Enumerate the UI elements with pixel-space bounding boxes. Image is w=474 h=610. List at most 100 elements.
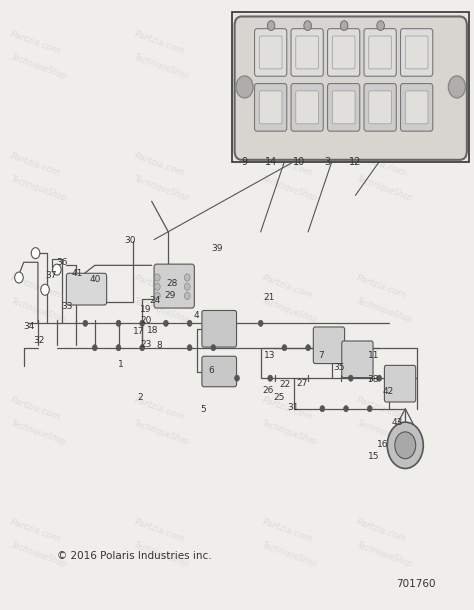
Circle shape — [92, 345, 97, 351]
Circle shape — [236, 76, 253, 98]
Circle shape — [31, 248, 40, 259]
Text: 33: 33 — [62, 302, 73, 310]
Circle shape — [116, 320, 121, 326]
Text: 23: 23 — [140, 340, 152, 349]
FancyBboxPatch shape — [328, 29, 360, 76]
FancyBboxPatch shape — [384, 365, 416, 402]
Circle shape — [348, 375, 353, 381]
Text: TechniqueShop: TechniqueShop — [9, 297, 67, 325]
Text: 701760: 701760 — [397, 580, 436, 589]
Text: 39: 39 — [211, 245, 223, 253]
FancyBboxPatch shape — [259, 91, 282, 124]
Circle shape — [377, 21, 384, 30]
Text: 19: 19 — [140, 306, 152, 314]
Circle shape — [377, 375, 382, 381]
Text: 1: 1 — [118, 361, 124, 369]
FancyBboxPatch shape — [291, 29, 323, 76]
FancyBboxPatch shape — [328, 84, 360, 131]
Circle shape — [15, 272, 23, 283]
FancyBboxPatch shape — [401, 84, 433, 131]
Text: 16: 16 — [377, 440, 389, 448]
Text: 36: 36 — [56, 258, 67, 267]
Circle shape — [306, 345, 310, 351]
Circle shape — [164, 320, 168, 326]
Text: Partzia.com: Partzia.com — [356, 29, 409, 56]
Circle shape — [184, 274, 190, 281]
Text: TechniqueShop: TechniqueShop — [9, 541, 67, 569]
Text: 25: 25 — [273, 393, 284, 402]
Text: Partzia.com: Partzia.com — [261, 273, 314, 300]
Bar — [232, 12, 469, 162]
FancyBboxPatch shape — [255, 29, 287, 76]
Circle shape — [395, 432, 416, 459]
Text: TechniqueShop: TechniqueShop — [356, 419, 413, 447]
Text: 30: 30 — [125, 237, 136, 245]
Text: 15: 15 — [368, 452, 379, 461]
Text: 13: 13 — [264, 351, 275, 359]
Text: Partzia.com: Partzia.com — [9, 517, 63, 544]
Text: Partzia.com: Partzia.com — [133, 395, 186, 422]
Text: 17: 17 — [133, 328, 144, 336]
Text: 8: 8 — [156, 342, 162, 350]
Circle shape — [367, 406, 372, 412]
Text: TechniqueShop: TechniqueShop — [356, 175, 413, 203]
FancyBboxPatch shape — [66, 273, 107, 305]
FancyBboxPatch shape — [296, 91, 319, 124]
Text: TechniqueShop: TechniqueShop — [9, 419, 67, 447]
Text: TechniqueShop: TechniqueShop — [133, 53, 191, 81]
FancyBboxPatch shape — [342, 341, 373, 378]
Text: TechniqueShop: TechniqueShop — [9, 175, 67, 203]
Text: Partzia.com: Partzia.com — [261, 29, 314, 56]
FancyBboxPatch shape — [405, 91, 428, 124]
FancyBboxPatch shape — [313, 327, 345, 364]
Circle shape — [387, 422, 423, 468]
Text: 22: 22 — [280, 380, 291, 389]
Text: 31: 31 — [287, 403, 299, 412]
Text: 9: 9 — [241, 157, 247, 167]
Circle shape — [448, 76, 465, 98]
Circle shape — [267, 21, 275, 30]
Circle shape — [340, 21, 348, 30]
Text: Partzia.com: Partzia.com — [356, 395, 409, 422]
Text: TechniqueShop: TechniqueShop — [356, 541, 413, 569]
FancyBboxPatch shape — [296, 36, 319, 69]
Text: 27: 27 — [297, 379, 308, 387]
Text: Partzia.com: Partzia.com — [133, 29, 186, 56]
Text: 10: 10 — [292, 157, 305, 167]
Circle shape — [116, 345, 121, 351]
Circle shape — [184, 292, 190, 300]
Text: 35: 35 — [333, 363, 345, 371]
Text: TechniqueShop: TechniqueShop — [356, 53, 413, 81]
Circle shape — [235, 375, 239, 381]
Text: 5: 5 — [200, 406, 206, 414]
FancyBboxPatch shape — [332, 91, 355, 124]
Text: 12: 12 — [349, 157, 362, 167]
Text: 11: 11 — [368, 351, 379, 359]
Circle shape — [155, 292, 160, 300]
FancyBboxPatch shape — [401, 29, 433, 76]
Text: Partzia.com: Partzia.com — [356, 273, 409, 300]
Text: Partzia.com: Partzia.com — [356, 517, 409, 544]
Text: TechniqueShop: TechniqueShop — [261, 53, 319, 81]
Circle shape — [268, 375, 273, 381]
FancyBboxPatch shape — [202, 310, 237, 347]
FancyBboxPatch shape — [154, 264, 194, 308]
Circle shape — [184, 283, 190, 290]
Circle shape — [187, 345, 192, 351]
Text: 18: 18 — [147, 326, 158, 335]
Circle shape — [155, 274, 160, 281]
Text: 40: 40 — [89, 275, 100, 284]
Circle shape — [258, 320, 263, 326]
Circle shape — [83, 320, 88, 326]
Text: Partzia.com: Partzia.com — [261, 517, 314, 544]
FancyBboxPatch shape — [291, 84, 323, 131]
FancyBboxPatch shape — [332, 36, 355, 69]
Text: 4: 4 — [194, 312, 200, 320]
Text: TechniqueShop: TechniqueShop — [133, 419, 191, 447]
FancyBboxPatch shape — [369, 36, 392, 69]
Circle shape — [320, 406, 325, 412]
Circle shape — [140, 320, 145, 326]
Text: 20: 20 — [140, 316, 152, 325]
Text: Partzia.com: Partzia.com — [9, 29, 63, 56]
Text: TechniqueShop: TechniqueShop — [133, 175, 191, 203]
